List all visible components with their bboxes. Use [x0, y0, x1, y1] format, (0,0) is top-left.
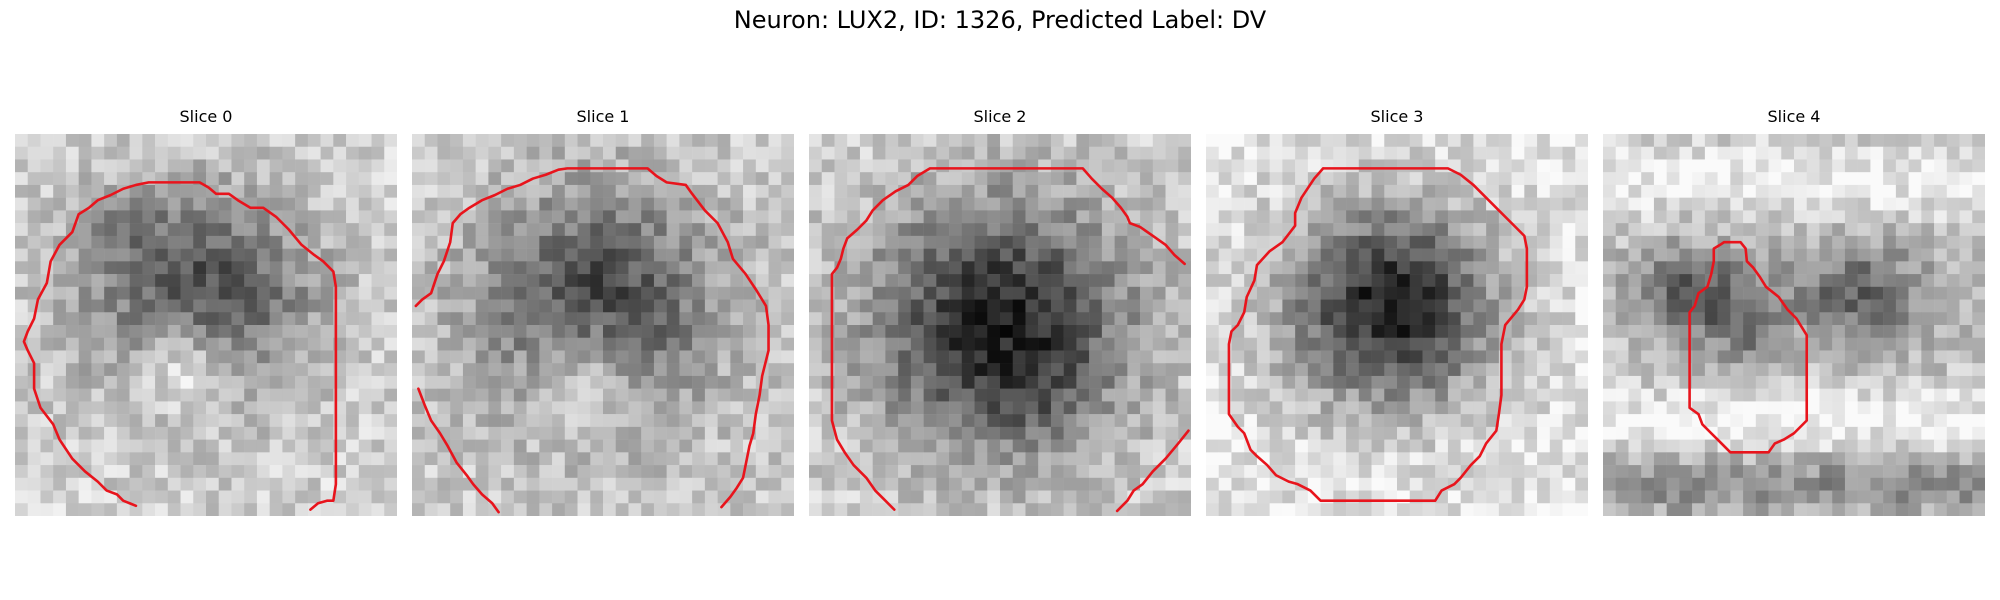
segmentation-contour-right: [1117, 431, 1188, 511]
segmentation-contour-main: [416, 168, 769, 507]
grayscale-pixels: [412, 134, 794, 516]
slice-image-0: [15, 134, 397, 516]
segmentation-contour: [1690, 242, 1807, 452]
segmentation-contour: [24, 182, 336, 509]
figure-title: Neuron: LUX2, ID: 1326, Predicted Label:…: [733, 6, 1267, 34]
slice-title-1: Slice 1: [576, 107, 630, 126]
grayscale-pixels: [1603, 134, 1985, 516]
slice-title-4: Slice 4: [1767, 107, 1821, 126]
slice-image-2: [809, 134, 1191, 516]
grayscale-pixels: [809, 134, 1191, 516]
slice-title-3: Slice 3: [1370, 107, 1424, 126]
slice-title-2: Slice 2: [973, 107, 1027, 126]
grayscale-pixels: [15, 134, 397, 516]
segmentation-contour: [1229, 168, 1527, 500]
segmentation-contour-left: [418, 389, 498, 513]
slice-image-1: [412, 134, 794, 516]
slice-image-4: [1603, 134, 1985, 516]
slice-title-0: Slice 0: [179, 107, 233, 126]
segmentation-contour-main: [832, 168, 1185, 509]
slice-image-3: [1206, 134, 1588, 516]
grayscale-pixels: [1206, 134, 1588, 516]
